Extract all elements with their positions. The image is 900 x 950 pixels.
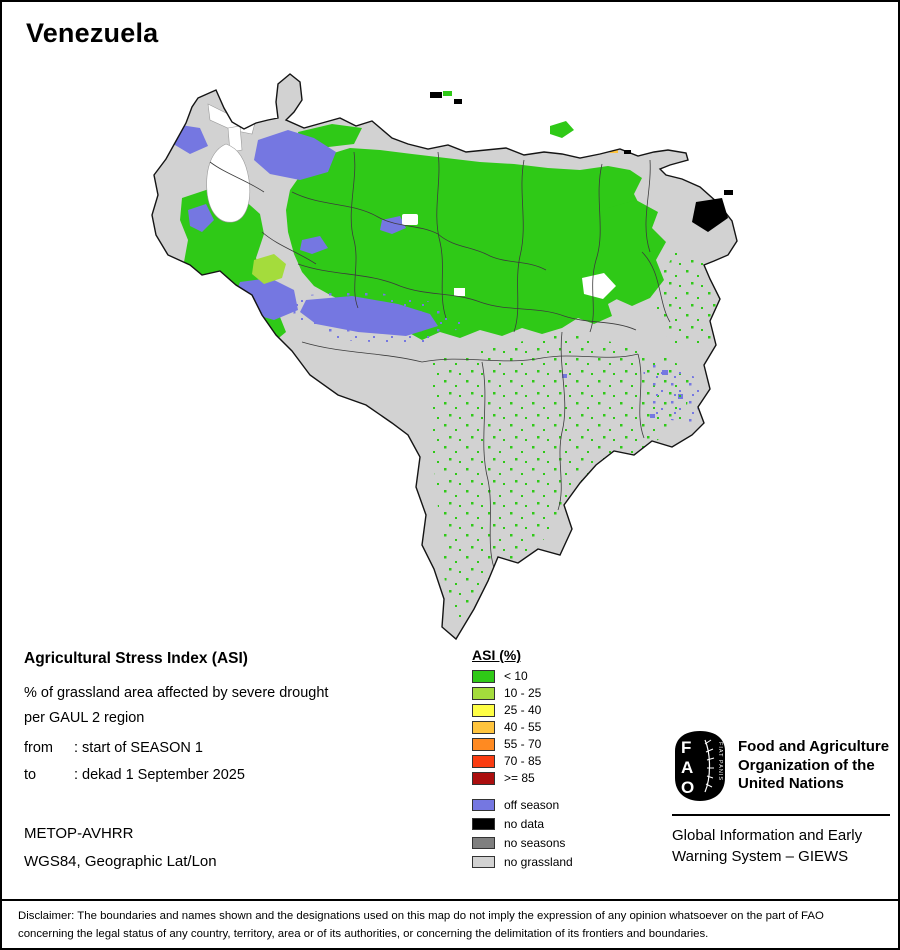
info-to-value: : dekad 1 September 2025 (74, 767, 245, 783)
map-green-speckle-south (430, 332, 690, 620)
page-title: Venezuela (26, 18, 159, 48)
legend-item: 40 - 55 (472, 720, 573, 734)
info-from-label: from (24, 740, 53, 756)
giews-caption: Global Information and Early Warning Sys… (672, 825, 890, 867)
disclaimer-line: concerning the legal status of any count… (18, 927, 709, 940)
legend-item: off season (472, 798, 573, 812)
info-heading: Agricultural Stress Index (ASI) (24, 650, 248, 667)
legend-item: no data (472, 817, 573, 831)
info-to-line: to : dekad 1 September 2025 (24, 767, 464, 783)
legend-label: < 10 (504, 669, 528, 683)
legend-swatch (472, 799, 495, 811)
legend-swatch (472, 737, 495, 751)
legend-item: no grassland (472, 855, 573, 869)
legend-swatch (472, 837, 495, 849)
legend-heading: ASI (%) (472, 647, 521, 663)
wheat-awns-icon (704, 739, 715, 788)
legend-label: off season (504, 798, 560, 812)
info-sensor: METOP-AVHRR (24, 825, 134, 842)
legend-label: no seasons (504, 836, 566, 850)
fao-org-line: Organization of the (738, 756, 875, 774)
legend-swatch (472, 771, 495, 785)
info-from-line: from : start of SEASON 1 (24, 740, 464, 756)
map-info-block: Agricultural Stress Index (ASI) % of gra… (24, 650, 464, 870)
map-blue-speckle-apure (292, 290, 466, 346)
legend-swatch (472, 818, 495, 830)
info-projection: WGS84, Geographic Lat/Lon (24, 853, 217, 870)
info-from-value: : start of SEASON 1 (74, 740, 203, 756)
legend-item: no seasons (472, 836, 573, 850)
fao-logo-letter: A (681, 758, 693, 777)
fao-org-line: Food and Agriculture (738, 737, 890, 755)
legend-label: 25 - 40 (504, 703, 542, 717)
legend-swatch (472, 720, 495, 734)
legend-item: 10 - 25 (472, 686, 573, 700)
legend-item: < 10 (472, 669, 573, 683)
legend-item: >= 85 (472, 771, 573, 785)
legend-label: 55 - 70 (504, 737, 542, 751)
legend-item: 55 - 70 (472, 737, 573, 751)
disclaimer: Disclaimer: The boundaries and names sho… (2, 899, 898, 948)
map-admin-boundaries (209, 151, 671, 569)
legend-item: 25 - 40 (472, 703, 573, 717)
legend-swatch (472, 856, 495, 868)
map-green-speckle-east (656, 248, 724, 352)
legend-label: 10 - 25 (504, 686, 542, 700)
disclaimer-line: Disclaimer: The boundaries and names sho… (18, 910, 824, 922)
fao-divider (672, 814, 890, 816)
legend-item: 70 - 85 (472, 754, 573, 768)
legend-label: >= 85 (504, 771, 535, 785)
fao-org-name: Food and Agriculture Organization of the… (738, 738, 889, 794)
fao-logo-motto: FIAT PANIS (717, 742, 723, 781)
info-description-line: % of grassland area affected by severe d… (24, 685, 329, 701)
map-no-data-regions (430, 92, 733, 232)
fao-logo-icon: F A O FIAT PANIS (675, 731, 725, 801)
fao-block: F A O FIAT PANIS Food and Agriculture Or… (672, 730, 890, 867)
legend-swatch (472, 669, 495, 683)
legend-label: 70 - 85 (504, 754, 542, 768)
map-asi-10-25-region (252, 254, 286, 284)
legend-swatch (472, 754, 495, 768)
legend-swatch (472, 686, 495, 700)
map-island-green (443, 91, 574, 138)
info-region-line: per GAUL 2 region (24, 710, 145, 726)
info-to-label: to (24, 767, 37, 783)
legend-label: no grassland (504, 855, 573, 869)
legend-extra-group: off season no data no seasons no grassla… (472, 798, 573, 869)
map-no-value-patches (402, 214, 616, 299)
fao-logo-letter: F (681, 738, 691, 757)
legend-label: no data (504, 817, 545, 831)
fao-logo-letter: O (681, 778, 694, 797)
map-legend: ASI (%) < 10 10 - 25 25 - 40 40 - 55 55 … (472, 647, 573, 874)
fao-org-line: United Nations (738, 775, 844, 793)
map-blue-speckle-east (642, 358, 704, 424)
legend-swatch (472, 703, 495, 717)
giews-line: Global Information and Early (672, 827, 863, 844)
fao-logo-row: F A O FIAT PANIS Food and Agriculture Or… (672, 730, 890, 802)
giews-line: Warning System – GIEWS (672, 848, 849, 865)
wheat-icon (704, 739, 711, 793)
legend-label: 40 - 55 (504, 720, 542, 734)
